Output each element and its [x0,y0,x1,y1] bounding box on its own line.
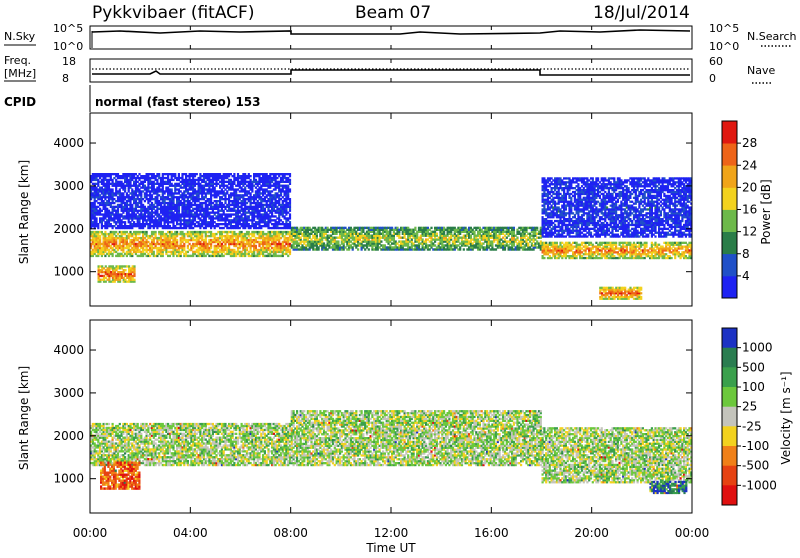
heatmap-cell [516,237,518,239]
heatmap-cell [640,292,642,294]
heatmap-cell [110,175,112,177]
heatmap-cell [112,188,114,190]
freq-tick-high: 18 [62,55,76,68]
heatmap-cell [174,173,176,175]
heatmap-cell [122,192,124,194]
heatmap-cell [153,251,155,253]
nsearch-label: N.Search [747,30,797,43]
heatmap-cell [640,296,642,298]
cpid-text: normal (fast stereo) 153 [95,95,261,109]
heatmap-cell [556,242,558,244]
heatmap-cell [368,248,370,250]
heatmap-cell [463,248,465,250]
heatmap-cell [194,175,196,177]
nave-tick-high: 60 [709,55,723,68]
heatmap-cell [171,188,173,190]
heatmap-cell [110,223,112,225]
heatmap-cell [121,181,123,183]
nsky-tick-low: 10^0 [53,40,83,53]
freq-label: Freq. [4,54,31,67]
power-heatmap [90,173,692,300]
nsky-tick-high: 10^5 [53,22,83,35]
heatmap-cell [172,200,174,202]
heatmap-cell [153,173,155,175]
heatmap-cell [645,242,647,244]
heatmap-cell [167,175,169,177]
heatmap-cell [133,265,135,267]
heatmap-cell [199,173,201,175]
beam-title: Beam 07 [355,3,431,23]
cpid-label: CPID [4,95,36,109]
heatmap-cell [289,249,291,251]
heatmap-cell [181,175,183,177]
heatmap-cell [196,173,198,175]
heatmap-cell [113,198,115,200]
heatmap-cell [624,287,626,289]
heatmap-cell [138,173,140,175]
heatmap-cell [178,208,180,210]
freq-tick-low: 8 [62,72,69,85]
heatmap-cell [176,239,178,241]
heatmap-cell [97,183,99,185]
heatmap-cell [513,227,515,229]
heatmap-cell [178,173,180,175]
heatmap-cell [671,257,673,259]
freq-unit: [MHz] [4,67,36,80]
heatmap-cell [164,192,166,194]
heatmap-cell [124,221,126,223]
heatmap-cell [95,217,97,219]
nave-label: Nave [747,64,775,77]
heatmap-cell [414,227,416,229]
heatmap-cell [543,257,545,259]
nave-tick-low: 0 [709,72,716,85]
heatmap-cell [133,279,135,281]
heatmap-cell [194,217,196,219]
heatmap-cell [337,240,339,242]
heatmap-cell [144,206,146,208]
heatmap-cell [357,248,359,250]
nsearch-tick-low: 10^0 [709,40,739,53]
heatmap-cell [640,287,642,289]
heatmap-cell [144,200,146,202]
heatmap-cell [380,240,382,242]
heatmap-cell [158,173,160,175]
heatmap-cell [615,242,617,244]
heatmap-cell [124,269,126,271]
heatmap-cell [536,227,538,229]
heatmap-cell [135,173,137,175]
heatmap-cell [436,233,438,235]
heatmap-cell [117,208,119,210]
heatmap-cell [185,173,187,175]
station-title: Pykkvibaer (fitACF) [92,3,254,23]
heatmap-cell [140,192,142,194]
freq-trace [92,70,690,75]
heatmap-cell [155,231,157,233]
nsearch-tick-high: 10^5 [709,22,739,35]
heatmap-cell [146,231,148,233]
heatmap-cell [430,227,432,229]
heatmap-cell [180,190,182,192]
nsky-label: N.Sky [4,30,36,43]
heatmap-cell [255,245,257,247]
date-title: 18/Jul/2014 [593,3,690,23]
heatmap-cell [140,200,142,202]
heatmap-cell [144,225,146,227]
heatmap-cell [97,225,99,227]
heatmap-cell [205,217,207,219]
heatmap-cell [117,173,119,175]
heatmap-cell [129,200,131,202]
nsky-trace [92,30,690,34]
